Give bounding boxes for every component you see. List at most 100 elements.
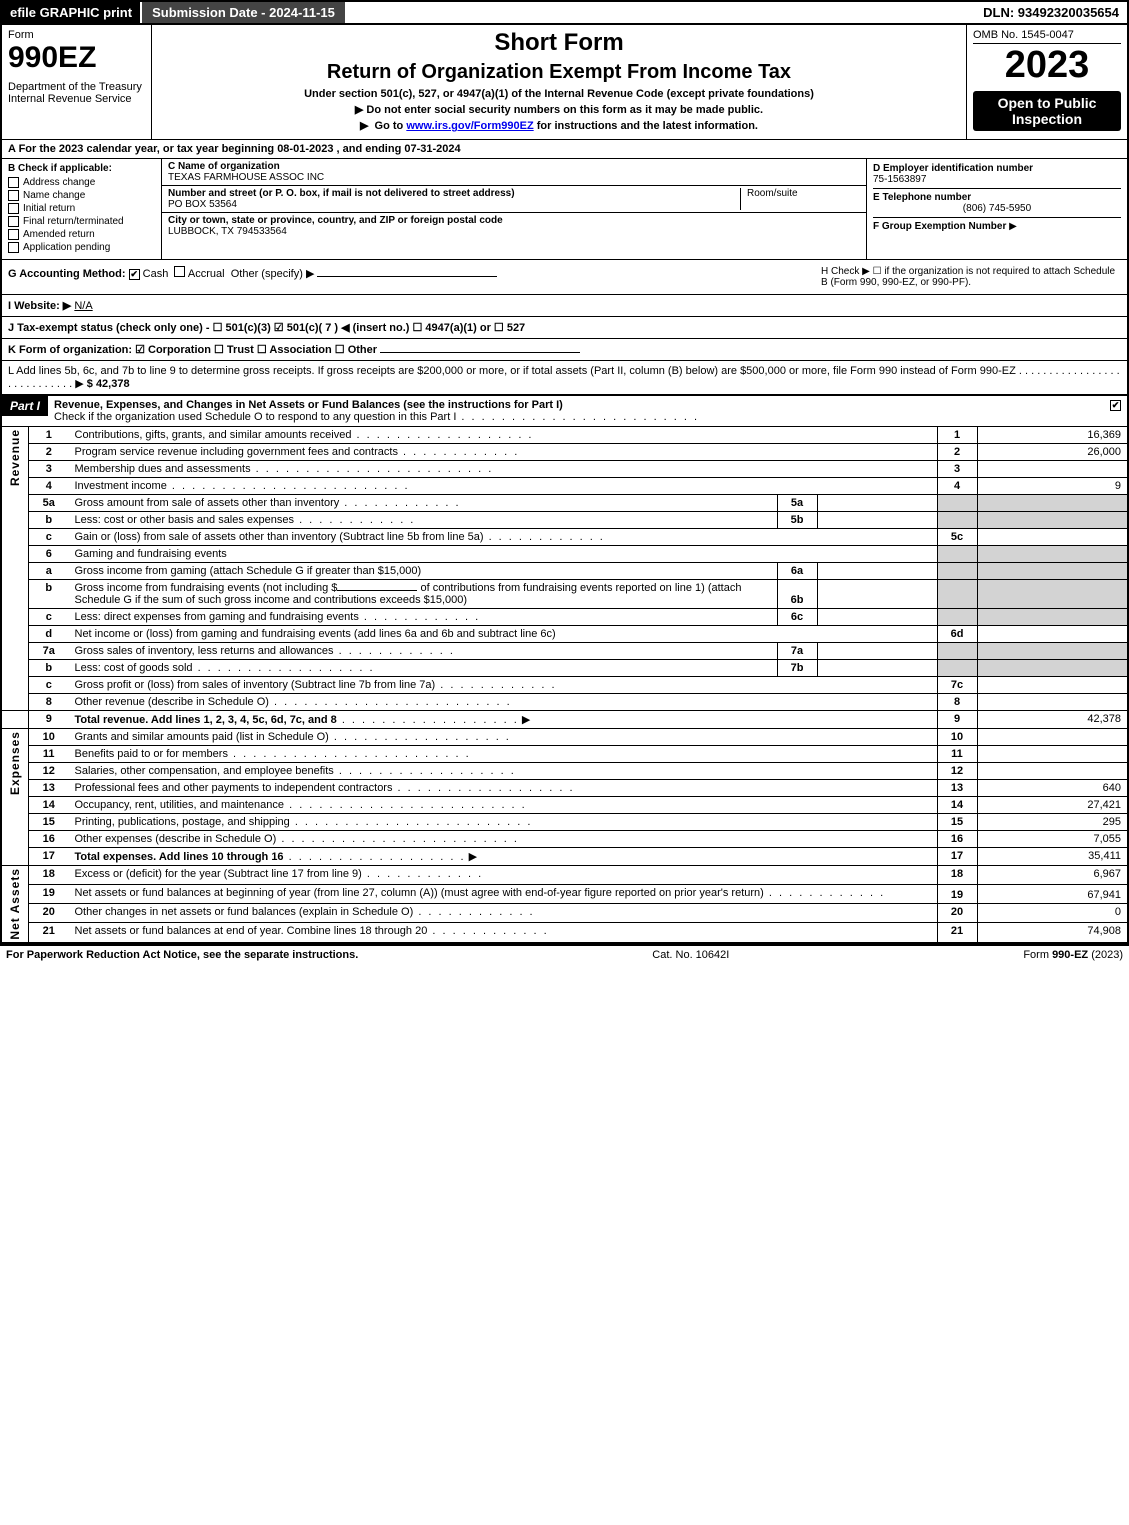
section-g: G Accounting Method: Cash Accrual Other … <box>8 266 821 288</box>
arrow-icon: ▶ <box>1009 221 1017 232</box>
tel-value: (806) 745-5950 <box>873 203 1121 214</box>
submission-date: Submission Date - 2024-11-15 <box>140 2 345 23</box>
line19-value: 67,941 <box>977 885 1127 904</box>
footer-left: For Paperwork Reduction Act Notice, see … <box>6 949 358 961</box>
chk-accrual[interactable] <box>174 266 185 277</box>
section-b: B Check if applicable: Address change Na… <box>2 159 162 259</box>
section-j: J Tax-exempt status (check only one) - ☐… <box>2 316 1127 338</box>
line16-value: 7,055 <box>977 831 1127 848</box>
line5c-value <box>977 529 1127 546</box>
street-value: PO BOX 53564 <box>168 199 740 210</box>
section-bcd: B Check if applicable: Address change Na… <box>2 158 1127 259</box>
line7b-value <box>817 660 937 677</box>
open-to-public: Open to Public Inspection <box>973 91 1121 131</box>
org-name: TEXAS FARMHOUSE ASSOC INC <box>168 172 860 183</box>
efile-print-label[interactable]: efile GRAPHIC print <box>2 2 140 23</box>
irs-link[interactable]: www.irs.gov/Form990EZ <box>406 120 533 132</box>
topbar: efile GRAPHIC print Submission Date - 20… <box>2 2 1127 25</box>
line6c-value <box>817 609 937 626</box>
chk-application-pending[interactable]: Application pending <box>8 242 155 253</box>
line8-value <box>977 694 1127 711</box>
arrow-icon: ▶ <box>306 268 314 280</box>
section-def: D Employer identification number 75-1563… <box>867 159 1127 259</box>
dln-number: DLN: 93492320035654 <box>975 2 1127 23</box>
line2-value: 26,000 <box>977 444 1127 461</box>
street-label: Number and street (or P. O. box, if mail… <box>168 188 740 199</box>
under-section: Under section 501(c), 527, or 4947(a)(1)… <box>158 88 960 100</box>
part1-title: Revenue, Expenses, and Changes in Net As… <box>48 396 1104 426</box>
line20-value: 0 <box>977 904 1127 923</box>
netassets-vlabel: Net Assets <box>2 866 29 942</box>
footer-catno: Cat. No. 10642I <box>652 949 729 961</box>
chk-name-change[interactable]: Name change <box>8 190 155 201</box>
line6b-value <box>817 580 937 609</box>
line18-value: 6,967 <box>977 866 1127 885</box>
form-header: Form 990EZ Department of the Treasury In… <box>2 25 1127 139</box>
line7c-value <box>977 677 1127 694</box>
chk-address-change[interactable]: Address change <box>8 177 155 188</box>
form-990ez: efile GRAPHIC print Submission Date - 20… <box>0 0 1129 944</box>
form-word: Form <box>8 29 145 41</box>
chk-amended-return[interactable]: Amended return <box>8 229 155 240</box>
other-specify-blank[interactable] <box>317 276 497 277</box>
header-right: OMB No. 1545-0047 2023 Open to Public In… <box>967 25 1127 139</box>
line3-value <box>977 461 1127 478</box>
line9-value: 42,378 <box>977 711 1127 729</box>
city-value: LUBBOCK, TX 794533564 <box>168 226 860 237</box>
section-h: H Check ▶ ☐ if the organization is not r… <box>821 266 1121 288</box>
line11-value <box>977 746 1127 763</box>
chk-schedule-o[interactable] <box>1110 400 1121 411</box>
line7a-value <box>817 643 937 660</box>
room-suite-label: Room/suite <box>740 188 860 210</box>
line4-value: 9 <box>977 478 1127 495</box>
section-l: L Add lines 5b, 6c, and 7b to line 9 to … <box>2 360 1127 394</box>
expenses-vlabel: Expenses <box>2 729 29 866</box>
tax-year: 2023 <box>973 44 1121 87</box>
line14-value: 27,421 <box>977 797 1127 814</box>
section-c: C Name of organization TEXAS FARMHOUSE A… <box>162 159 867 259</box>
section-k: K Form of organization: ☑ Corporation ☐ … <box>2 338 1127 360</box>
city-label: City or town, state or province, country… <box>168 215 860 226</box>
goto-line: Go to www.irs.gov/Form990EZ for instruct… <box>158 119 960 132</box>
header-left: Form 990EZ Department of the Treasury In… <box>2 25 152 139</box>
chk-initial-return[interactable]: Initial return <box>8 203 155 214</box>
part1-header-row: Part I Revenue, Expenses, and Changes in… <box>2 394 1127 426</box>
line6b-blank[interactable] <box>337 590 417 591</box>
line15-value: 295 <box>977 814 1127 831</box>
short-form-title: Short Form <box>158 29 960 57</box>
line17-value: 35,411 <box>977 848 1127 866</box>
other-org-blank[interactable] <box>380 352 580 353</box>
line1-value: 16,369 <box>977 427 1127 444</box>
chk-final-return[interactable]: Final return/terminated <box>8 216 155 227</box>
section-i: I Website: ▶ N/A <box>2 294 1127 316</box>
part1-table: Revenue 1 Contributions, gifts, grants, … <box>2 426 1127 942</box>
department-label: Department of the Treasury Internal Reve… <box>8 81 145 105</box>
tel-label: E Telephone number <box>873 192 1121 203</box>
chk-cash[interactable] <box>129 269 140 280</box>
group-exemption-label: F Group Exemption Number <box>873 221 1006 232</box>
part1-checkbox-cell <box>1104 396 1127 414</box>
return-title: Return of Organization Exempt From Incom… <box>158 61 960 84</box>
line13-value: 640 <box>977 780 1127 797</box>
org-name-label: C Name of organization <box>168 161 860 172</box>
omb-number: OMB No. 1545-0047 <box>973 29 1121 44</box>
revenue-vlabel: Revenue <box>2 427 29 711</box>
line21-value: 74,908 <box>977 923 1127 942</box>
part1-label: Part I <box>2 396 48 416</box>
arrow-icon: ▶ <box>522 714 530 726</box>
ein-value: 75-1563897 <box>873 174 1121 185</box>
arrow-icon: ▶ <box>469 851 477 863</box>
line6d-value <box>977 626 1127 643</box>
line12-value <box>977 763 1127 780</box>
header-mid: Short Form Return of Organization Exempt… <box>152 25 967 139</box>
ein-label: D Employer identification number <box>873 163 1121 174</box>
line5b-value <box>817 512 937 529</box>
line6a-value <box>817 563 937 580</box>
gross-receipts-value: $ 42,378 <box>87 378 130 390</box>
page-footer: For Paperwork Reduction Act Notice, see … <box>0 944 1129 964</box>
section-a-tax-year: A For the 2023 calendar year, or tax yea… <box>2 139 1127 158</box>
website-value: N/A <box>74 300 92 312</box>
section-b-header: B Check if applicable: <box>8 163 155 174</box>
no-ssn-warning: Do not enter social security numbers on … <box>158 103 960 116</box>
footer-right: Form 990-EZ (2023) <box>1023 949 1123 961</box>
